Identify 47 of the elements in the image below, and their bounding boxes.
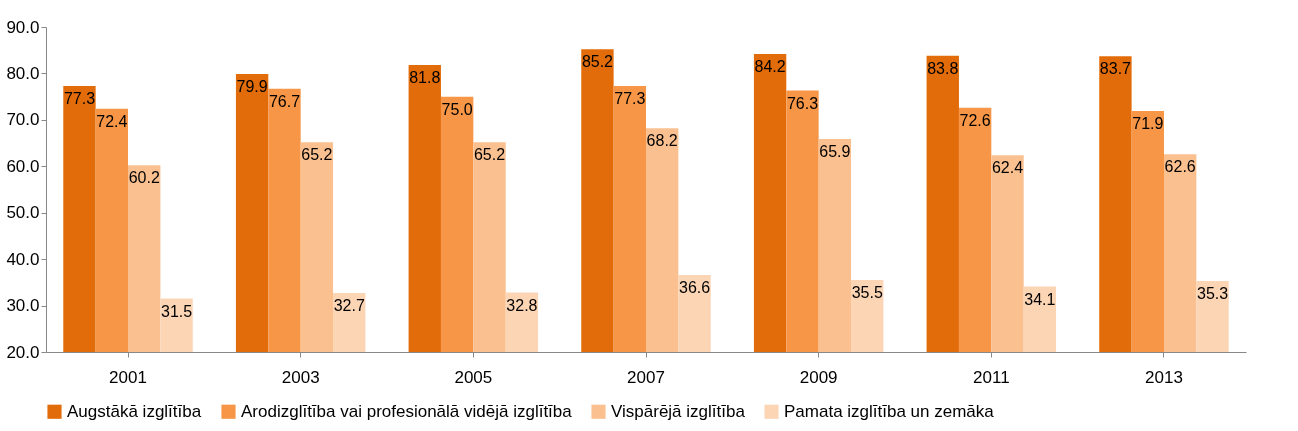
y-tick-label: 50.0 bbox=[6, 203, 40, 223]
data-label: 31.5 bbox=[161, 302, 193, 320]
legend-label: Arodizglītība vai profesionālā vidējā izglītība bbox=[241, 401, 573, 421]
data-label: 36.6 bbox=[678, 278, 711, 296]
y-tick-label: 30.0 bbox=[6, 296, 40, 316]
y-tick-label: 90.0 bbox=[6, 17, 40, 37]
data-label: 83.7 bbox=[1099, 60, 1132, 78]
data-label: 79.9 bbox=[236, 77, 268, 95]
data-label: 35.3 bbox=[1196, 284, 1229, 302]
legend-label: Vispārējā izglītība bbox=[611, 401, 746, 421]
y-tick-label: 60.0 bbox=[6, 156, 40, 176]
data-label: 62.4 bbox=[991, 159, 1024, 177]
data-label: 81.8 bbox=[409, 69, 441, 87]
data-label: 75.0 bbox=[441, 100, 473, 118]
data-label: 85.2 bbox=[581, 53, 614, 71]
x-tick-label: 2005 bbox=[454, 367, 493, 387]
y-tick-label: 80.0 bbox=[6, 63, 40, 83]
x-tick-label: 2003 bbox=[281, 367, 320, 387]
data-label: 84.2 bbox=[754, 57, 786, 75]
legend-label: Pamata izglītība un zemāka bbox=[784, 401, 995, 421]
data-label: 68.2 bbox=[646, 132, 678, 150]
x-tick-label: 2001 bbox=[109, 367, 147, 387]
data-label: 71.9 bbox=[1132, 115, 1164, 133]
y-tick-label: 40.0 bbox=[6, 249, 40, 269]
y-tick-label: 70.0 bbox=[6, 110, 40, 130]
y-tick-label: 20.0 bbox=[6, 342, 40, 362]
x-tick-label: 2011 bbox=[973, 367, 1010, 387]
data-label: 72.4 bbox=[96, 112, 128, 130]
x-tick-label: 2013 bbox=[1145, 367, 1183, 387]
data-label: 32.8 bbox=[506, 296, 538, 314]
data-label: 60.2 bbox=[128, 169, 160, 187]
data-label: 76.7 bbox=[268, 92, 301, 110]
data-label: 65.9 bbox=[819, 142, 851, 160]
data-label: 62.6 bbox=[1164, 158, 1196, 176]
data-label: 72.6 bbox=[959, 111, 991, 129]
data-label: 65.2 bbox=[301, 146, 333, 164]
data-label: 34.1 bbox=[1024, 290, 1056, 308]
legend-label: Augstākā izglītība bbox=[67, 401, 202, 421]
data-label: 32.7 bbox=[333, 297, 365, 315]
data-label: 77.3 bbox=[614, 89, 646, 107]
data-label: 35.5 bbox=[851, 284, 883, 302]
data-label: 77.3 bbox=[63, 89, 96, 107]
x-tick-label: 2007 bbox=[627, 367, 665, 387]
x-tick-label: 2009 bbox=[799, 367, 838, 387]
data-label: 65.2 bbox=[473, 146, 506, 164]
data-label: 76.3 bbox=[786, 94, 819, 112]
data-label: 83.8 bbox=[927, 59, 959, 77]
